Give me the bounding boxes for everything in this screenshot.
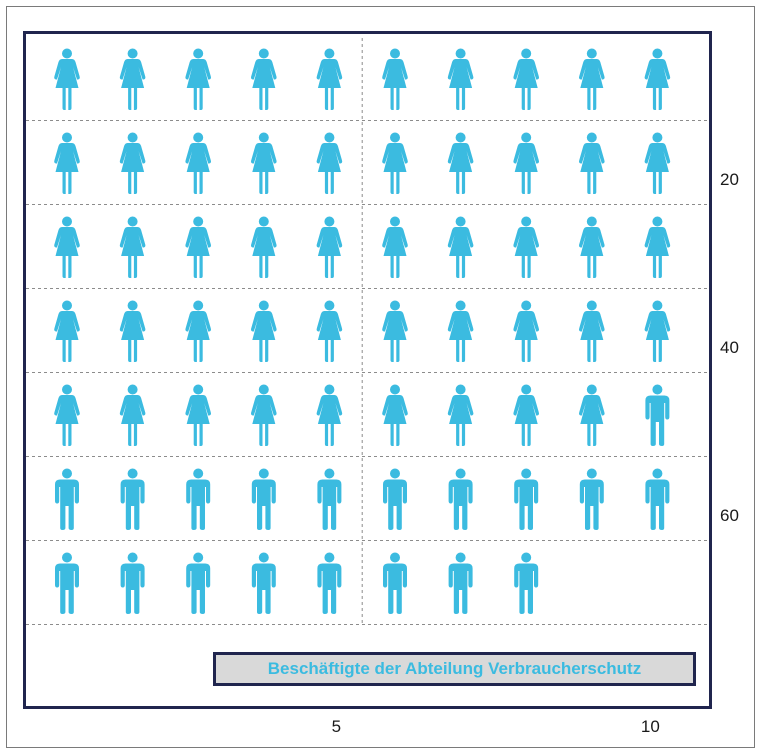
male-person-icon bbox=[448, 468, 473, 530]
female-person-icon bbox=[382, 132, 408, 194]
female-person-icon bbox=[316, 300, 343, 362]
outer-frame bbox=[6, 6, 755, 748]
female-person-icon bbox=[119, 300, 146, 362]
female-person-icon bbox=[513, 300, 539, 362]
plot-frame bbox=[23, 31, 712, 709]
female-person-icon bbox=[185, 48, 211, 110]
male-person-icon bbox=[317, 468, 342, 530]
icon-layer bbox=[54, 48, 671, 614]
female-person-icon bbox=[54, 132, 80, 194]
female-person-icon bbox=[251, 300, 277, 362]
female-person-icon bbox=[513, 216, 539, 278]
female-person-icon bbox=[579, 48, 605, 110]
female-person-icon bbox=[185, 384, 211, 446]
female-person-icon bbox=[644, 216, 671, 278]
male-person-icon bbox=[448, 552, 473, 614]
female-person-icon bbox=[644, 48, 671, 110]
legend-label: Beschäftigte der Abteilung Verbrauchersc… bbox=[267, 659, 642, 678]
female-person-icon bbox=[54, 300, 80, 362]
y-tick-label: 20 bbox=[720, 169, 739, 189]
female-person-icon bbox=[54, 384, 80, 446]
female-person-icon bbox=[251, 48, 277, 110]
female-person-icon bbox=[316, 48, 343, 110]
female-person-icon bbox=[513, 132, 539, 194]
female-person-icon bbox=[316, 132, 343, 194]
legend-box: Beschäftigte der Abteilung Verbrauchersc… bbox=[213, 652, 696, 686]
female-person-icon bbox=[382, 300, 408, 362]
male-person-icon bbox=[120, 552, 145, 614]
male-person-icon bbox=[186, 468, 211, 530]
female-person-icon bbox=[185, 132, 211, 194]
female-person-icon bbox=[447, 216, 474, 278]
female-person-icon bbox=[382, 48, 408, 110]
x-tick-label: 5 bbox=[331, 717, 342, 736]
male-person-icon bbox=[251, 552, 276, 614]
male-person-icon bbox=[120, 468, 145, 530]
female-person-icon bbox=[579, 132, 605, 194]
female-person-icon bbox=[251, 216, 277, 278]
female-person-icon bbox=[447, 384, 474, 446]
y-tick-label: 40 bbox=[720, 337, 739, 357]
female-person-icon bbox=[251, 384, 277, 446]
female-person-icon bbox=[54, 216, 80, 278]
male-person-icon bbox=[645, 468, 670, 530]
male-person-icon bbox=[186, 552, 211, 614]
female-person-icon bbox=[382, 384, 408, 446]
female-person-icon bbox=[644, 300, 671, 362]
female-person-icon bbox=[447, 48, 474, 110]
female-person-icon bbox=[579, 384, 605, 446]
female-person-icon bbox=[316, 216, 343, 278]
female-person-icon bbox=[119, 384, 146, 446]
female-person-icon bbox=[513, 48, 539, 110]
female-person-icon bbox=[119, 48, 146, 110]
female-person-icon bbox=[251, 132, 277, 194]
male-person-icon bbox=[383, 552, 407, 614]
male-person-icon bbox=[514, 552, 539, 614]
male-person-icon bbox=[645, 384, 670, 446]
female-person-icon bbox=[185, 216, 211, 278]
female-person-icon bbox=[54, 48, 80, 110]
x-tick-label: 10 bbox=[640, 717, 660, 736]
female-person-icon bbox=[119, 216, 146, 278]
female-person-icon bbox=[382, 216, 408, 278]
female-person-icon bbox=[644, 132, 671, 194]
male-person-icon bbox=[55, 468, 79, 530]
male-person-icon bbox=[579, 468, 604, 530]
female-person-icon bbox=[119, 132, 146, 194]
female-person-icon bbox=[579, 300, 605, 362]
female-person-icon bbox=[579, 216, 605, 278]
male-person-icon bbox=[383, 468, 407, 530]
male-person-icon bbox=[514, 468, 539, 530]
y-tick-label: 60 bbox=[720, 505, 739, 525]
female-person-icon bbox=[447, 300, 474, 362]
female-person-icon bbox=[447, 132, 474, 194]
male-person-icon bbox=[251, 468, 276, 530]
female-person-icon bbox=[513, 384, 539, 446]
male-person-icon bbox=[317, 552, 342, 614]
female-person-icon bbox=[185, 300, 211, 362]
female-person-icon bbox=[316, 384, 343, 446]
male-person-icon bbox=[55, 552, 79, 614]
grid-lines bbox=[26, 38, 709, 625]
